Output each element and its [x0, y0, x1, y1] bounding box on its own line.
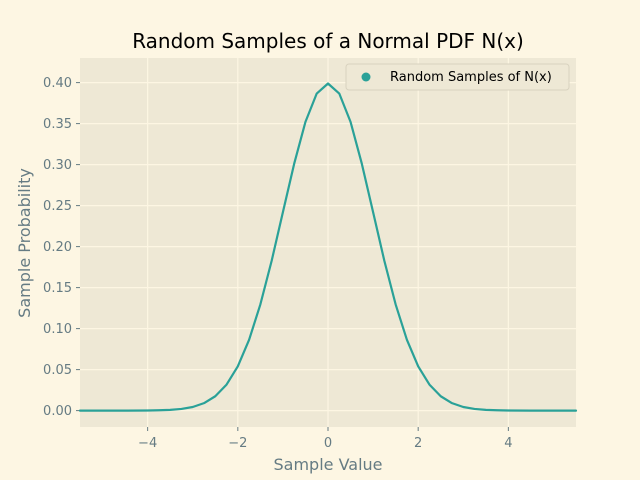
- series-line: [78, 82, 578, 412]
- chart-title: Random Samples of a Normal PDF N(x): [132, 29, 524, 53]
- x-tick-label: −4: [138, 436, 157, 451]
- legend-box: [345, 63, 570, 91]
- y-tick-label: 0.35: [43, 117, 72, 132]
- x-axis-label: Sample Value: [273, 455, 382, 474]
- y-tick-label: 0.40: [43, 76, 72, 91]
- x-tick-label: −2: [228, 436, 247, 451]
- y-tick-label: 0.20: [43, 240, 72, 255]
- axis-ticks: −4 −2 0 2 4 0.00 0.05 0.10 0.15 0.20 0.25 0.30 0.35 0…: [43, 76, 512, 451]
- legend-marker: [361, 72, 371, 82]
- y-axis-label: Sample Probability: [15, 168, 34, 318]
- legend: Random Samples of N(x): [345, 63, 570, 91]
- y-tick-label: 0.25: [43, 199, 72, 214]
- legend-label: Random Samples of N(x): [390, 70, 552, 85]
- y-tick-label: 0.15: [43, 281, 72, 296]
- y-tick-label: 0.30: [43, 158, 72, 173]
- x-tick-label: 2: [414, 436, 422, 451]
- y-tick-label: 0.10: [43, 322, 72, 337]
- y-tick-label: 0.05: [43, 363, 72, 378]
- y-tick-label: 0.00: [43, 404, 72, 419]
- series-layer: [78, 82, 578, 412]
- x-tick-label: 4: [504, 436, 512, 451]
- x-tick-label: 0: [324, 436, 332, 451]
